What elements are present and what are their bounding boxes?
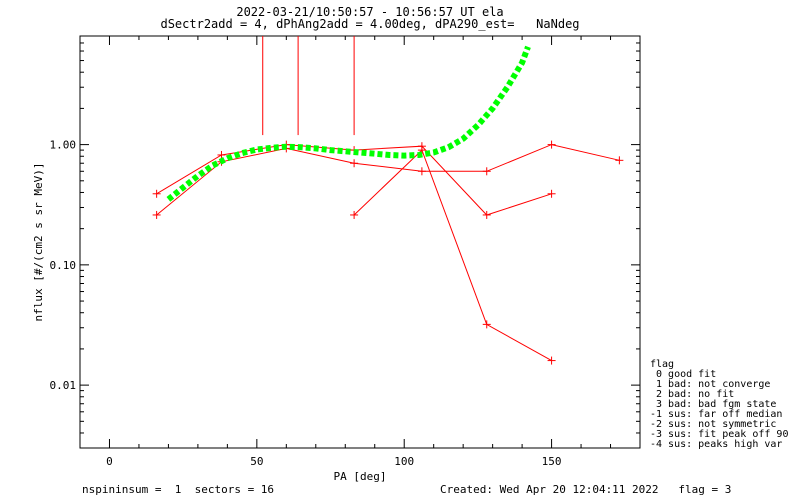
y-axis-label: nflux [#/(cm2 s sr MeV)] xyxy=(32,163,45,322)
legend-item: 2 bad: no fit xyxy=(650,389,735,400)
y-tick-label: 1.00 xyxy=(50,139,77,152)
data-series-line xyxy=(353,149,552,362)
x-tick-label: 100 xyxy=(394,455,414,468)
legend-title: flag xyxy=(650,359,675,370)
data-point-plus xyxy=(482,320,491,329)
plot-frame xyxy=(79,35,641,449)
legend-item: 3 bad: bad fgm state xyxy=(650,399,777,410)
series-layer xyxy=(152,45,624,365)
x-axis-label: PA [deg] xyxy=(334,470,387,483)
flag-legend: flag 0 good fit 1 bad: not converge 2 ba… xyxy=(650,360,788,450)
legend-item: -3 sus: fit peak off 90 xyxy=(650,429,789,440)
legend-item: -2 sus: not symmetric xyxy=(650,419,777,430)
y-tick-label: 0.10 xyxy=(50,259,77,272)
data-point-plus xyxy=(152,189,161,198)
data-point-plus xyxy=(482,210,491,219)
footer-created-info: Created: Wed Apr 20 12:04:11 2022 flag =… xyxy=(440,483,732,496)
vertical-markers xyxy=(262,36,355,136)
data-point-plus xyxy=(547,356,556,365)
data-point-plus xyxy=(482,167,491,176)
y-tick-label: 0.01 xyxy=(50,379,77,392)
x-axis: 0 50 100 150 xyxy=(106,36,612,468)
data-series-line xyxy=(156,144,552,216)
data-point-plus xyxy=(417,167,426,176)
x-tick-label: 0 xyxy=(106,455,113,468)
legend-item: 0 good fit xyxy=(650,369,717,380)
data-point-plus xyxy=(350,159,359,168)
legend-item: 1 bad: not converge xyxy=(650,379,771,390)
x-tick-label: 150 xyxy=(542,455,562,468)
data-point-plus xyxy=(615,156,624,165)
footer-spin-info: nspininsum = 1 sectors = 16 xyxy=(82,483,275,496)
legend-item: -1 sus: far off median xyxy=(650,409,783,420)
data-point-plus xyxy=(547,189,556,198)
data-point-plus xyxy=(217,150,226,159)
y-axis: 0.01 0.10 1.00 xyxy=(50,35,640,449)
x-tick-label: 50 xyxy=(250,455,263,468)
data-point-plus xyxy=(350,210,359,219)
chart-title-line2: dSectr2add = 4, dPhAng2add = 4.00deg, dP… xyxy=(160,17,580,31)
data-point-plus xyxy=(547,140,556,149)
legend-item: -4 sus: peaks high var xyxy=(650,439,783,450)
fit-curve xyxy=(166,45,531,202)
chart-title-line1: 2022-03-21/10:50:57 - 10:56:57 UT ela xyxy=(236,5,504,19)
data-point-plus xyxy=(152,210,161,219)
